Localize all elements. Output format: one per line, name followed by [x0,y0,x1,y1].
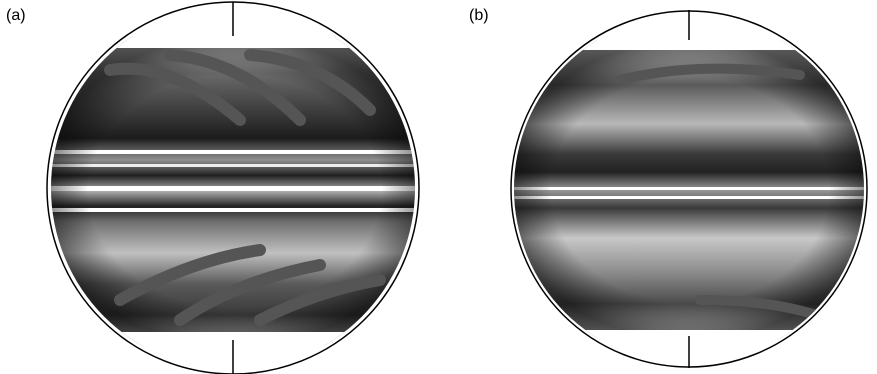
panel-label: (a) [6,7,26,24]
sphere-b [505,10,875,368]
figure: (a) (b) [0,0,877,374]
page: (a) (b) [0,0,877,374]
sphere-a [40,2,430,374]
panel-label: (b) [469,7,489,24]
